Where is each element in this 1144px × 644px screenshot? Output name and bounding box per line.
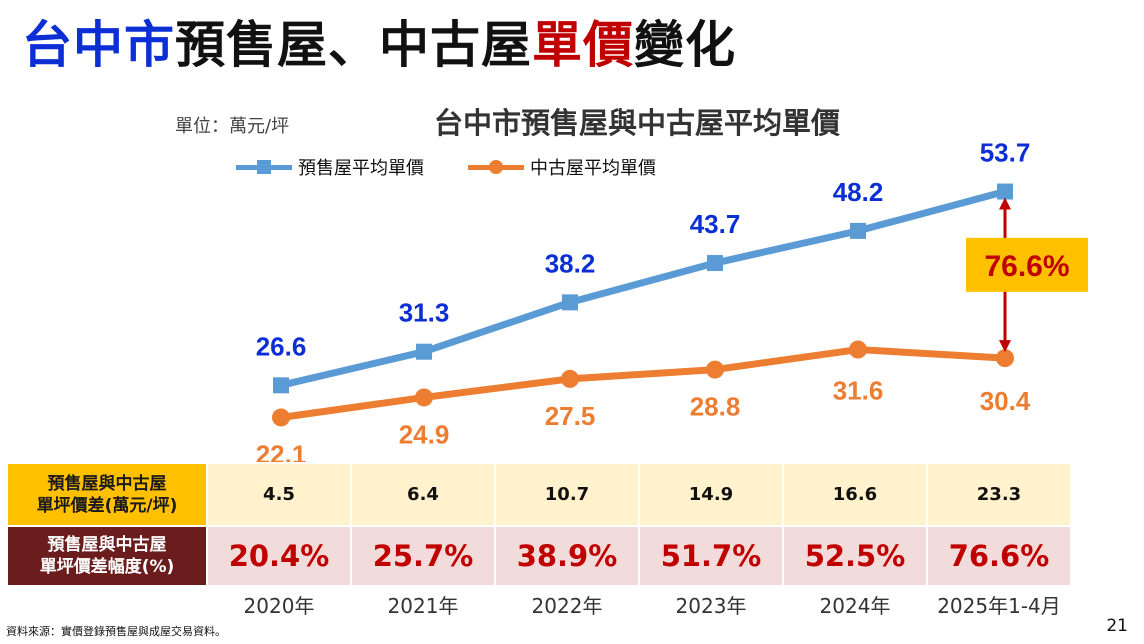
x-tick-label: 2021年 xyxy=(387,593,459,618)
gap-percent-row: 預售屋與中古屋 單坪價差幅度(%) 20.4% 25.7% 38.9% 51.7… xyxy=(8,527,1070,585)
legend-resale: 中古屋平均單價 xyxy=(468,154,656,180)
presale-series-line xyxy=(277,188,1009,389)
price-gap-2025: 23.3 xyxy=(928,464,1070,525)
price-gap-header-line2: 單坪價差(萬元/坪) xyxy=(36,495,178,516)
resale-data-label: 28.8 xyxy=(690,392,741,422)
presale-point-2022年 xyxy=(562,294,578,311)
title-part-2: 預售屋、中古屋 xyxy=(175,16,532,74)
gap-percent-2025: 76.6% xyxy=(928,527,1070,585)
price-gap-2024: 16.6 xyxy=(784,464,926,525)
year-row-spacer xyxy=(8,587,206,621)
difference-table: 預售屋與中古屋 單坪價差(萬元/坪) 4.5 6.4 10.7 14.9 16.… xyxy=(6,462,1072,623)
gap-percent-2021: 25.7% xyxy=(352,527,494,585)
legend-resale-swatch xyxy=(468,157,524,177)
resale-data-label: 22.1 xyxy=(256,439,307,462)
page-number: 21 xyxy=(1106,616,1128,636)
x-tick-label: 2023年 xyxy=(675,593,747,618)
resale-point-2025年1-4月 xyxy=(996,349,1014,368)
resale-point-2020年 xyxy=(272,408,290,427)
presale-data-label: 48.2 xyxy=(833,177,884,207)
x-tick-label: 2022年 xyxy=(531,593,603,618)
title-part-1: 台中市 xyxy=(22,16,175,74)
resale-point-2022年 xyxy=(561,369,579,388)
presale-point-2023年 xyxy=(707,255,723,272)
gap-percent-header-line2: 單坪價差幅度(%) xyxy=(39,557,175,577)
gap-percent-2022: 38.9% xyxy=(496,527,638,585)
x-tick-label: 2025年1-4月 xyxy=(937,593,1061,618)
legend-presale-label: 預售屋平均單價 xyxy=(298,158,424,179)
presale-data-label: 26.6 xyxy=(256,331,307,361)
price-gap-2020: 4.5 xyxy=(208,464,350,525)
price-gap-row: 預售屋與中古屋 單坪價差(萬元/坪) 4.5 6.4 10.7 14.9 16.… xyxy=(8,464,1070,525)
gap-annotation-box xyxy=(966,237,1088,292)
presale-data-label: 31.3 xyxy=(399,298,450,328)
presale-point-2021年 xyxy=(416,343,432,360)
resale-point-2024年 xyxy=(849,340,867,359)
title-part-4: 變化 xyxy=(634,16,736,74)
gap-percent-header: 預售屋與中古屋 單坪價差幅度(%) xyxy=(8,527,206,585)
gap-percent-2020: 20.4% xyxy=(208,527,350,585)
price-gap-header: 預售屋與中古屋 單坪價差(萬元/坪) xyxy=(8,464,206,525)
x-tick-label: 2020年 xyxy=(243,593,315,618)
unit-label: 單位：萬元/坪 xyxy=(175,116,290,137)
year-row: 2020年 2021年 2022年 2023年 2024年 2025年1-4月 xyxy=(8,587,1070,621)
presale-point-2024年 xyxy=(850,222,866,239)
resale-data-label: 24.9 xyxy=(399,419,450,449)
legend-presale: 預售屋平均單價 xyxy=(236,154,424,180)
legend-presale-swatch xyxy=(236,157,292,177)
page-title: 台中市預售屋、中古屋單價變化 xyxy=(22,10,736,80)
title-part-3: 單價 xyxy=(532,16,634,74)
resale-point-2021年 xyxy=(415,388,433,407)
presale-data-label: 43.7 xyxy=(690,209,741,239)
price-gap-2022: 10.7 xyxy=(496,464,638,525)
presale-data-label: 53.7 xyxy=(980,138,1031,168)
x-tick-label: 2024年 xyxy=(819,593,891,618)
resale-point-2023年 xyxy=(706,360,724,379)
gap-annotation-label: 76.6% xyxy=(984,250,1069,283)
gap-percent-2024: 52.5% xyxy=(784,527,926,585)
presale-point-2020年 xyxy=(273,377,289,394)
resale-data-label: 31.6 xyxy=(833,376,884,406)
price-gap-header-line1: 預售屋與中古屋 xyxy=(47,473,167,494)
presale-point-2025年1-4月 xyxy=(997,183,1013,200)
price-gap-2023: 14.9 xyxy=(640,464,782,525)
legend-resale-label: 中古屋平均單價 xyxy=(530,158,656,179)
price-gap-2021: 6.4 xyxy=(352,464,494,525)
gap-percent-header-line1: 預售屋與中古屋 xyxy=(47,535,167,555)
presale-data-label: 38.2 xyxy=(545,248,596,278)
source-note: 資料來源：實價登錄預售屋與成屋交易資料。 xyxy=(6,625,226,638)
resale-data-label: 27.5 xyxy=(545,401,596,431)
resale-data-label: 30.4 xyxy=(980,386,1031,416)
resale-series-line xyxy=(277,346,1009,421)
line-chart: 26.6 31.3 38.2 43.7 48.2 53.7 22.1 24.9 27.5 28.8… xyxy=(256,138,1088,462)
gap-percent-2023: 51.7% xyxy=(640,527,782,585)
chart-title: 台中市預售屋與中古屋平均單價 xyxy=(434,106,841,140)
